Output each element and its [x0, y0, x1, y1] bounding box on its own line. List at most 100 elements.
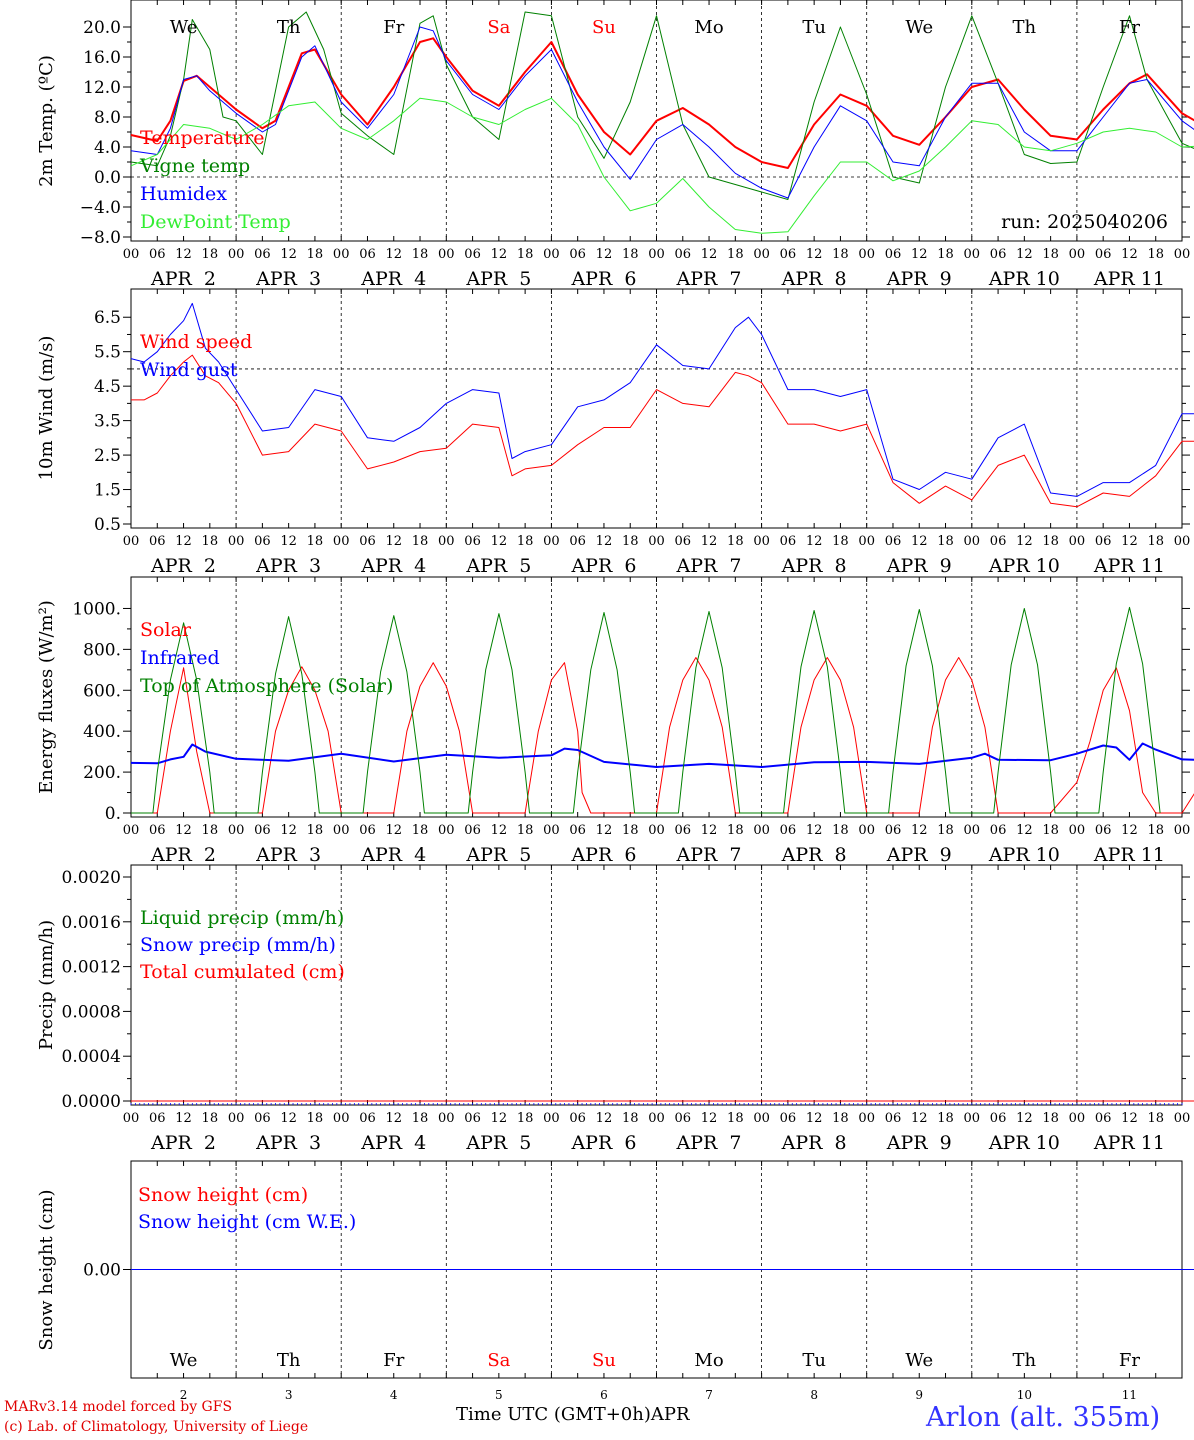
hour-tick-label: 00 [543, 1111, 560, 1126]
date-label: APR 11 [1093, 268, 1165, 290]
weekday-label: Fr [383, 17, 404, 38]
date-label: APR 8 [781, 555, 847, 577]
date-label: APR 10 [988, 555, 1060, 577]
hour-tick-label: 06 [359, 534, 376, 549]
hour-tick-label: 12 [1016, 823, 1033, 838]
plot-frame [130, 288, 1183, 529]
hour-tick-label: 12 [280, 247, 297, 262]
hour-tick-label: 18 [727, 247, 744, 262]
legend-entry: Temperature [140, 127, 264, 149]
hour-tick-label: 06 [675, 1111, 692, 1126]
hour-tick-label: 18 [1042, 823, 1059, 838]
date-label: APR 4 [360, 844, 426, 866]
date-label: APR 9 [886, 268, 952, 290]
legend-entry: Snow height (cm) [138, 1184, 308, 1206]
hour-tick-label: 00 [753, 247, 770, 262]
date-label: APR 7 [676, 555, 742, 577]
hour-tick-label: 18 [412, 823, 429, 838]
date-label: APR 2 [150, 1132, 216, 1154]
date-label: APR 5 [465, 268, 531, 290]
hour-tick-label: 06 [990, 1111, 1007, 1126]
hour-tick-label: 18 [202, 1111, 219, 1126]
hour-tick-label: 00 [858, 823, 875, 838]
hour-tick-label: 18 [307, 823, 324, 838]
series-line-temperature [130, 37, 1194, 169]
hour-tick-label: 18 [517, 1111, 534, 1126]
weekday-label: Th [277, 17, 301, 38]
hour-tick-label: 06 [569, 534, 586, 549]
y-tick-label: 4.5 [94, 377, 121, 397]
hour-tick-label: 00 [333, 247, 350, 262]
date-label: APR 6 [570, 268, 636, 290]
hour-tick-label: 12 [596, 1111, 613, 1126]
hour-tick-label: 12 [491, 247, 508, 262]
hour-tick-label: 18 [517, 823, 534, 838]
hour-tick-label: 06 [359, 1111, 376, 1126]
weekday-label: We [905, 1350, 933, 1371]
weekday-label: Th [277, 1350, 301, 1371]
hour-tick-label: 12 [806, 247, 823, 262]
hour-tick-label: 12 [806, 534, 823, 549]
hour-tick-label: 12 [701, 1111, 718, 1126]
day-number-label: 8 [810, 1388, 818, 1402]
weekday-label: Tu [802, 1350, 826, 1371]
hour-tick-label: 06 [149, 534, 166, 549]
date-label: APR 5 [465, 555, 531, 577]
hour-tick-label: 18 [307, 247, 324, 262]
hour-tick-label: 18 [1147, 247, 1164, 262]
hour-tick-label: 06 [254, 823, 271, 838]
station-name: Arlon (alt. 355m) [926, 1402, 1161, 1433]
hour-tick-label: 06 [885, 534, 902, 549]
hour-tick-label: 12 [175, 534, 192, 549]
date-label: APR 4 [360, 268, 426, 290]
hour-tick-label: 18 [202, 823, 219, 838]
y-tick-label: 2.5 [94, 446, 121, 466]
hour-tick-label: 00 [1069, 823, 1086, 838]
panel-1: −8.0 −4.0 0.0 4.0 8.0 12.0 16.0 20.0 2m Temp. (º… [36, 0, 1194, 290]
date-label: APR 9 [886, 1132, 952, 1154]
hour-tick-label: 06 [359, 823, 376, 838]
hour-tick-label: 12 [491, 823, 508, 838]
hour-tick-label: 06 [149, 1111, 166, 1126]
y-tick-label: 0.5 [94, 515, 121, 535]
hour-tick-label: 18 [937, 1111, 954, 1126]
date-label: APR 8 [781, 844, 847, 866]
hour-tick-label: 18 [1147, 1111, 1164, 1126]
hour-tick-label: 12 [701, 534, 718, 549]
date-label: APR 3 [255, 1132, 321, 1154]
hour-tick-label: 00 [543, 534, 560, 549]
x-axis-label: Time UTC (GMT+0h) [456, 1404, 651, 1425]
series-line-wind-speed [131, 354, 1194, 508]
y-tick-label: 1.5 [94, 481, 121, 501]
y-tick-label: 1000. [72, 599, 121, 619]
hour-tick-label: 12 [175, 1111, 192, 1126]
hour-tick-label: 06 [780, 534, 797, 549]
y-axis-label: Snow height (cm) [36, 1189, 57, 1350]
date-label: APR 6 [570, 1132, 636, 1154]
hour-tick-label: 00 [438, 534, 455, 549]
weekday-label: Fr [383, 1350, 404, 1371]
copyright-credit: (c) Lab. of Climatology, University of L… [4, 1419, 309, 1435]
date-label: APR 4 [360, 555, 426, 577]
date-label: APR 8 [781, 1132, 847, 1154]
hour-tick-label: 18 [1147, 823, 1164, 838]
hour-tick-label: 06 [990, 534, 1007, 549]
hour-tick-label: 06 [990, 247, 1007, 262]
hour-tick-label: 06 [990, 823, 1007, 838]
hour-tick-label: 00 [123, 823, 140, 838]
date-label: APR 11 [1093, 844, 1165, 866]
hour-tick-label: 06 [1095, 534, 1112, 549]
weekday-label: Fr [1119, 17, 1140, 38]
hour-tick-label: 12 [385, 1111, 402, 1126]
hour-tick-label: 00 [753, 823, 770, 838]
hour-tick-label: 06 [464, 247, 481, 262]
hour-tick-label: 12 [701, 247, 718, 262]
weekday-label: Fr [1119, 1350, 1140, 1371]
x-axis-title: Time UTC (GMT+0h)APR [456, 1404, 690, 1425]
hour-tick-label: 18 [1042, 247, 1059, 262]
weekday-label: We [170, 1350, 198, 1371]
day-number-label: 4 [390, 1388, 398, 1402]
hour-tick-label: 12 [701, 823, 718, 838]
hour-tick-label: 18 [1042, 534, 1059, 549]
hour-tick-label: 00 [543, 823, 560, 838]
